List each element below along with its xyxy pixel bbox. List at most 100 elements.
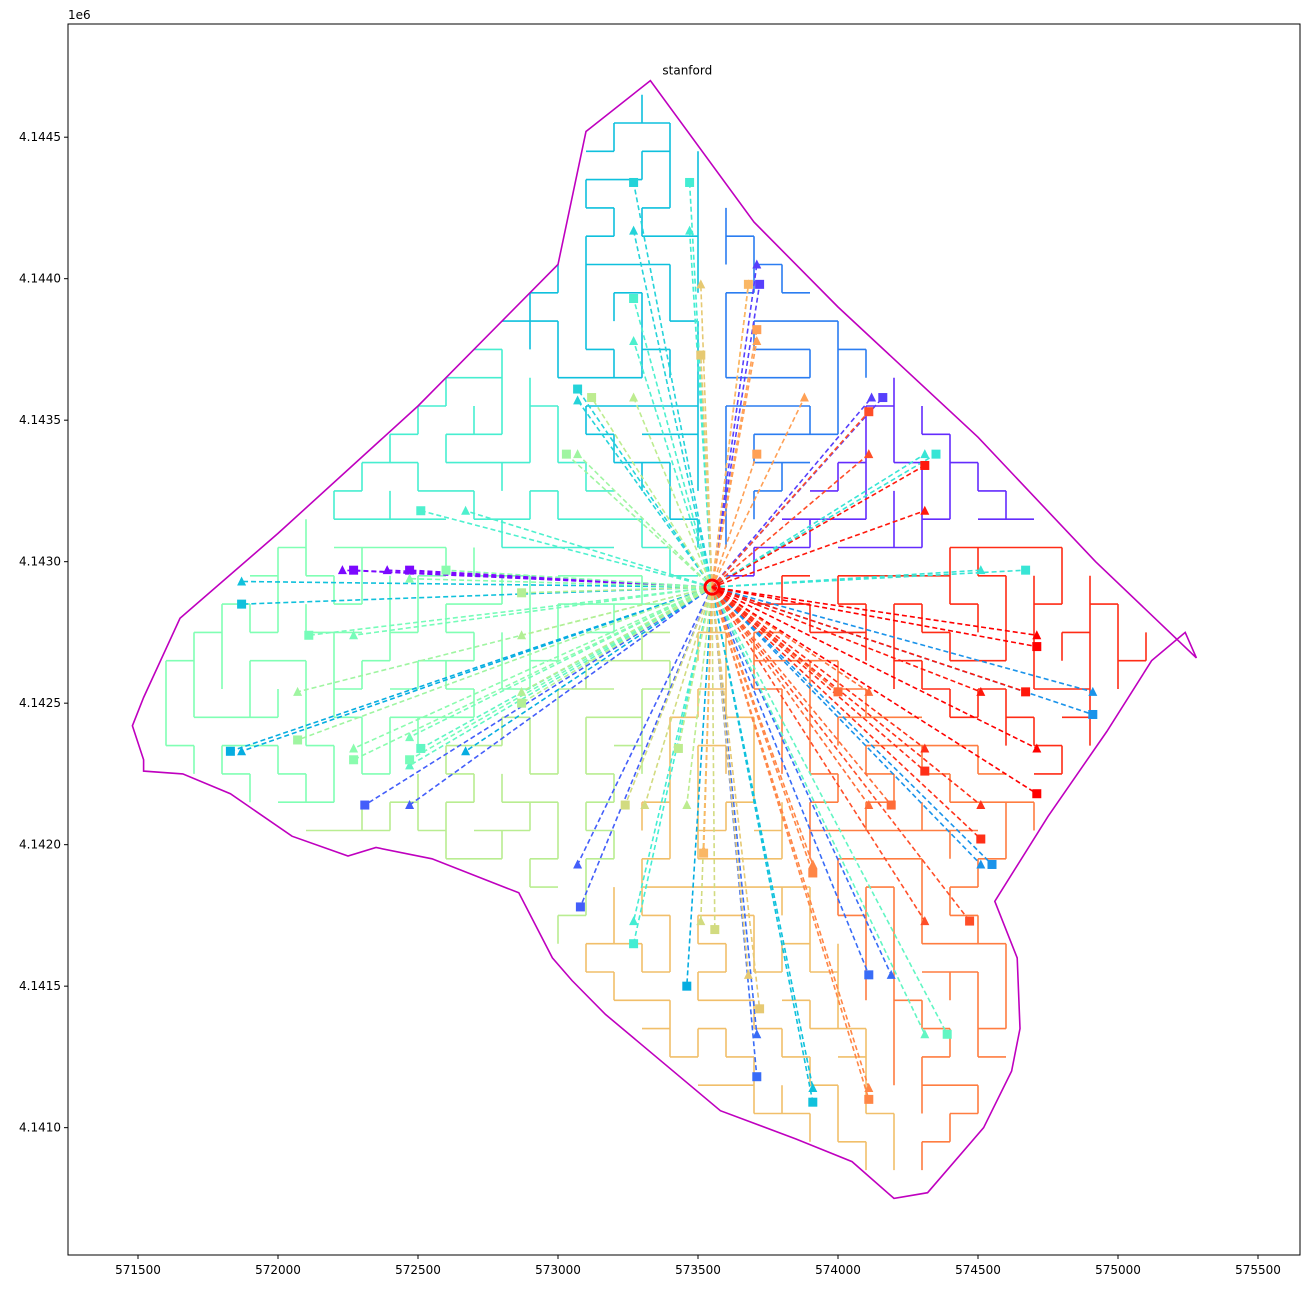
triangle-marker [920,743,930,753]
square-marker [620,800,630,810]
triangle-marker [237,576,247,586]
square-marker [920,766,930,776]
triangle-marker [920,1029,930,1039]
ray-line [711,586,926,772]
square-marker [942,1029,952,1039]
triangle-marker [864,449,874,459]
ray-line [711,284,761,588]
square-marker [886,800,896,810]
square-marker [225,746,235,756]
ray-line [632,397,713,588]
ray-line [711,586,982,693]
ray-line [711,586,926,1035]
ray-line [632,182,713,588]
ray-line [632,586,713,922]
ray-line [521,586,713,704]
ray-line [711,397,873,588]
triangle-marker [808,1083,818,1093]
x-tick-label: 572500 [395,1263,441,1277]
triangle-marker [573,395,583,405]
y-tick-label: 4.1440 [19,272,61,286]
ray-line [577,453,713,588]
ray-line [711,453,926,588]
ray-line [353,586,713,637]
ray-line [711,587,761,1009]
x-tick-label: 575000 [1095,1263,1141,1277]
x-tick-label: 574000 [815,1263,861,1277]
triangle-marker [976,800,986,810]
triangle-marker [629,916,639,926]
ray-line [711,586,982,866]
ray-line [409,586,713,806]
triangle-marker [920,449,930,459]
region-annotation: stanford [662,64,712,78]
triangle-marker [696,279,706,289]
ray-line [445,569,713,588]
triangle-marker [349,743,359,753]
y-tick-label: 4.1445 [19,130,61,144]
square-marker [416,506,426,516]
ray-line [711,586,1037,637]
maze-path-sector-7 [753,631,1035,1171]
ray-line [711,586,870,1100]
ray-line [711,586,1026,693]
ray-line [711,586,1038,795]
triangle-marker [1088,686,1098,696]
ray-line [711,586,1038,750]
ray-line [711,586,814,1089]
hub-rays [230,182,1094,1103]
ray-line [711,329,758,588]
ray-line [353,586,713,750]
ray-line [711,586,892,806]
ray-line [409,586,713,761]
triangle-marker [573,449,583,459]
triangle-marker [640,800,650,810]
y-axis-offset-label: 1e6 [68,8,91,22]
square-marker [752,1072,762,1082]
square-marker [965,916,975,926]
square-marker [629,293,639,303]
ray-line [711,586,971,922]
square-marker [405,565,415,575]
square-marker [878,393,888,403]
ray-line [711,586,926,750]
triangle-marker [629,225,639,235]
ray-line [632,298,713,588]
hub-marker [703,578,721,596]
x-axis-ticks: 571500 572000 572500 573000 573500 574000 5745… [115,1255,1281,1277]
square-marker [685,177,695,187]
ray-line [420,509,713,588]
triangle-marker [1032,630,1042,640]
ray-line [711,586,892,976]
y-tick-label: 4.1420 [19,838,61,852]
triangle-marker [382,565,392,575]
ray-line [711,284,750,588]
triangle-marker [237,746,247,756]
triangle-marker [629,392,639,402]
square-marker [755,279,765,289]
ray-line [711,587,750,975]
square-marker [864,1094,874,1104]
square-marker [1021,687,1031,697]
maze-path-sector-3 [333,348,698,577]
triangle-marker [293,686,303,696]
maze-path-sector-0 [726,377,1034,577]
x-tick-label: 572000 [255,1263,301,1277]
triangle-marker [920,916,930,926]
triangle-marker [349,630,359,640]
triangle-marker [976,565,986,575]
ray-line [241,586,713,605]
y-axis-ticks: 4.1410 4.1415 4.1420 4.1425 4.1430 4.1435 4.14… [19,130,68,1135]
ray-line [465,586,713,752]
square-marker [696,350,706,360]
triangle-marker [799,392,809,402]
square-marker [808,1097,818,1107]
square-marker [517,588,527,598]
square-marker [517,698,527,708]
ray-line [711,569,1026,588]
triangle-marker [573,859,583,869]
ray-line [308,586,713,637]
square-marker [416,743,426,753]
